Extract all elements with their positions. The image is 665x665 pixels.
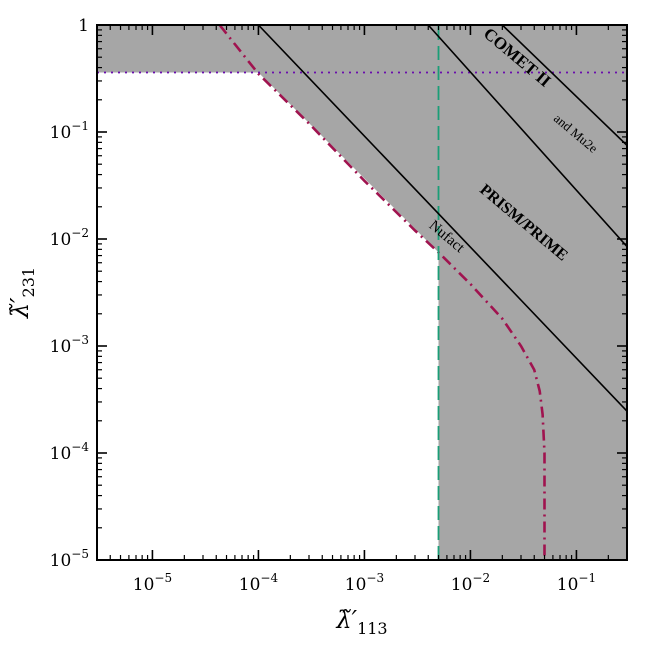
x-tick-label: 10−3 (345, 571, 384, 595)
series-line-nufact (257, 25, 627, 412)
x-axis-label: λ̃′113 (335, 606, 387, 638)
axes: 10−5 10−4 10−3 10−2 10−1 10−5 10−4 10−3 10−2 10−1… (50, 16, 628, 595)
plot-inner (97, 25, 627, 560)
y-axis-label: λ̃′231 (6, 267, 38, 319)
x-tick-label: 10−4 (239, 571, 279, 595)
x-tick-label: 10−1 (557, 571, 596, 595)
excluded-region (97, 25, 627, 560)
x-tick-label: 10−2 (451, 571, 490, 595)
x-tick-label: 10−5 (133, 571, 172, 595)
y-tick-label: 1 (78, 16, 89, 36)
series-line-dashdot-0 (218, 25, 546, 560)
series-line-prism-prime (427, 25, 627, 248)
axes-frame (96, 24, 628, 561)
y-tick-label: 10−4 (50, 440, 90, 464)
y-tick-label: 10−3 (50, 333, 89, 357)
series-line-comet-ii-and-mu2e (501, 25, 627, 146)
y-tick-label: 10−1 (50, 119, 89, 143)
y-tick-label: 10−5 (50, 547, 89, 571)
y-tick-label: 10−2 (50, 226, 89, 250)
